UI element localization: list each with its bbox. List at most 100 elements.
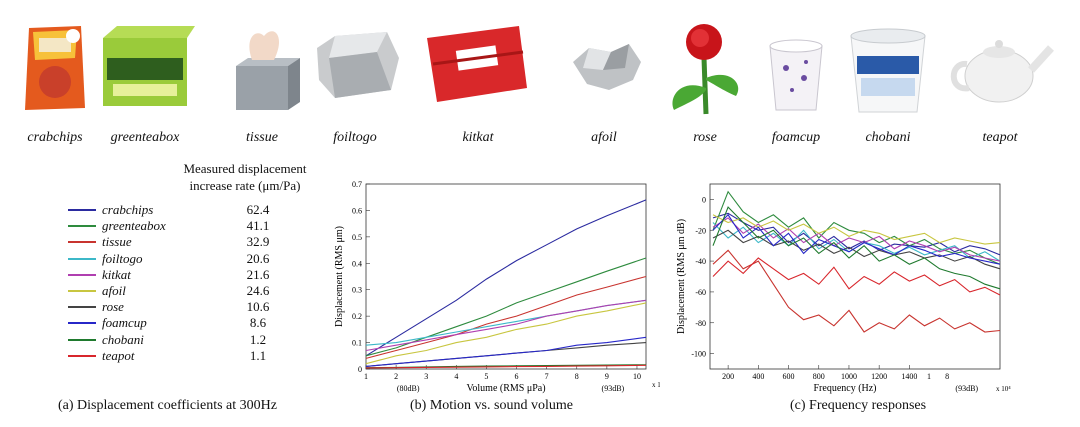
x-tick-label: 8 [945,372,949,381]
x-tick-label: 10 [633,372,641,381]
legend-value: 41.1 [246,218,270,234]
y-tick-label: -20 [695,226,706,235]
legend-label: foiltogo [102,250,143,266]
series-line-teapot [365,364,647,369]
x-tick-label: 5 [484,372,488,381]
legend-value: 1.1 [249,347,267,363]
legend-label: foamcup [102,315,147,331]
legend-label: chobani [102,331,144,347]
object-chobani: chobani [838,18,938,145]
table-header-line: increase rate (μm/Pa) [189,178,301,193]
legend-swatch [68,241,96,244]
x-axis-label: Frequency (Hz) [813,383,876,394]
y-tick-label: -80 [695,319,706,328]
x-tick-label: 2 [394,372,398,381]
object-afoil: afoil [554,18,654,145]
caption-c: (c) Frequency responses [790,398,927,413]
annotation-label: (93dB) [602,384,625,393]
x-tick-label: 600 [783,372,795,381]
y-tick-label: 0.7 [352,180,362,189]
chart-frequency-responses: 0 -20 -40 -60 -80 -100 200 400 600 800 1000 1200 140… [676,183,1011,394]
series-line-crabchips [365,199,647,357]
series-line-tissue [365,275,647,359]
x-multiplier: x 10⁵ [652,381,660,389]
object-foamcup: foamcup [746,18,846,145]
table-header-line: Measured displacement [183,161,307,176]
series-line-foamcup [365,336,647,367]
y-axis-label: Displacement (RMS μm dB) [676,219,687,334]
teapot-icon [950,40,1054,103]
legend-swatch [68,338,96,341]
y-tick-label: -100 [691,350,706,359]
plot-frame [709,183,1001,370]
series-line-greenteabox [365,257,647,357]
foil-container-icon [317,32,399,98]
object-foiltogo: foiltogo [305,18,405,145]
legend-swatch [68,322,96,325]
object-greenteabox: greenteabox [95,18,195,145]
y-tick-label: 0.1 [352,339,362,348]
object-label: crabchips [27,130,83,145]
x-axis-label: Volume (RMS μPa) [466,383,545,394]
legend-swatch [68,209,96,211]
x-tick-label: 1400 [901,372,917,381]
x-tick-label: 6 [515,372,519,381]
legend-label: crabchips [102,202,154,217]
x-multiplier: x 10⁴ [996,385,1011,393]
y-tick-label: 0.3 [352,286,362,295]
object-label: kitkat [462,130,494,145]
legend-value: 21.6 [246,266,270,282]
object-label: foamcup [771,130,821,145]
y-tick-label: 0.6 [352,206,362,215]
series-line-foamcup [712,213,1001,265]
series-line-greenteabox [712,190,1001,265]
object-teapot: teapot [950,18,1054,145]
x-tick-label: 200 [722,372,734,381]
caption-b: (b) Motion vs. sound volume [410,398,573,413]
y-tick-label: -60 [695,288,706,297]
object-label: rose [693,130,717,145]
object-tissue: tissue [212,18,312,145]
object-label: tissue [246,130,278,145]
caption-a: (a) Displacement coefficients at 300Hz [58,398,277,413]
legend-label: tissue [102,234,132,250]
table-header: Measured displacement increase rate (μm/… [170,160,320,194]
x-tick-label: 1 [364,372,368,381]
y-tick-label: 0.2 [352,312,362,321]
object-label: chobani [865,130,911,145]
x-tick-label: 1200 [871,372,887,381]
object-kitkat: kitkat [427,18,528,145]
legend-swatch [68,290,96,292]
legend-swatch [68,273,96,276]
series-line-afoil [365,302,647,365]
chart-motion-vs-volume: 0 0.1 0.2 0.3 0.4 0.5 0.6 0.7 1 2 3 4 5 6 7 8 9 10 x 10⁵ (8… [334,180,660,394]
object-label: foiltogo [333,130,377,145]
y-tick-label: -40 [695,257,706,266]
x-tick-label: 1 [927,372,931,381]
legend-value: 24.6 [246,283,270,298]
annotation-label: (80dB) [397,384,420,393]
legend-swatch [68,306,96,309]
series-line-afoil [712,214,1001,245]
legend-swatch [68,225,96,228]
crumpled-foil-icon [573,44,641,90]
chip-bag-icon [25,26,85,110]
x-tick-label: 1000 [841,372,857,381]
series-line-chobani [712,206,1001,290]
object-rose: rose [655,18,755,145]
candy-wrapper-icon [427,26,527,102]
y-axis-label: Displacement (RMS μm) [334,226,345,327]
y-tick-label: 0.4 [352,259,362,268]
x-tick-label: 800 [813,372,825,381]
legend-value: 10.6 [246,299,270,315]
yogurt-cup-icon [850,28,926,113]
legend-value: 8.6 [249,315,267,331]
x-tick-label: 400 [752,372,764,381]
x-tick-label: 7 [545,372,549,381]
plot-frame [365,183,647,370]
annotation-label: (93dB) [955,384,978,393]
legend-value: 62.4 [246,202,270,217]
legend-label: rose [102,299,124,315]
legend-label: kitkat [102,266,131,282]
y-tick-label: 0 [358,365,362,374]
